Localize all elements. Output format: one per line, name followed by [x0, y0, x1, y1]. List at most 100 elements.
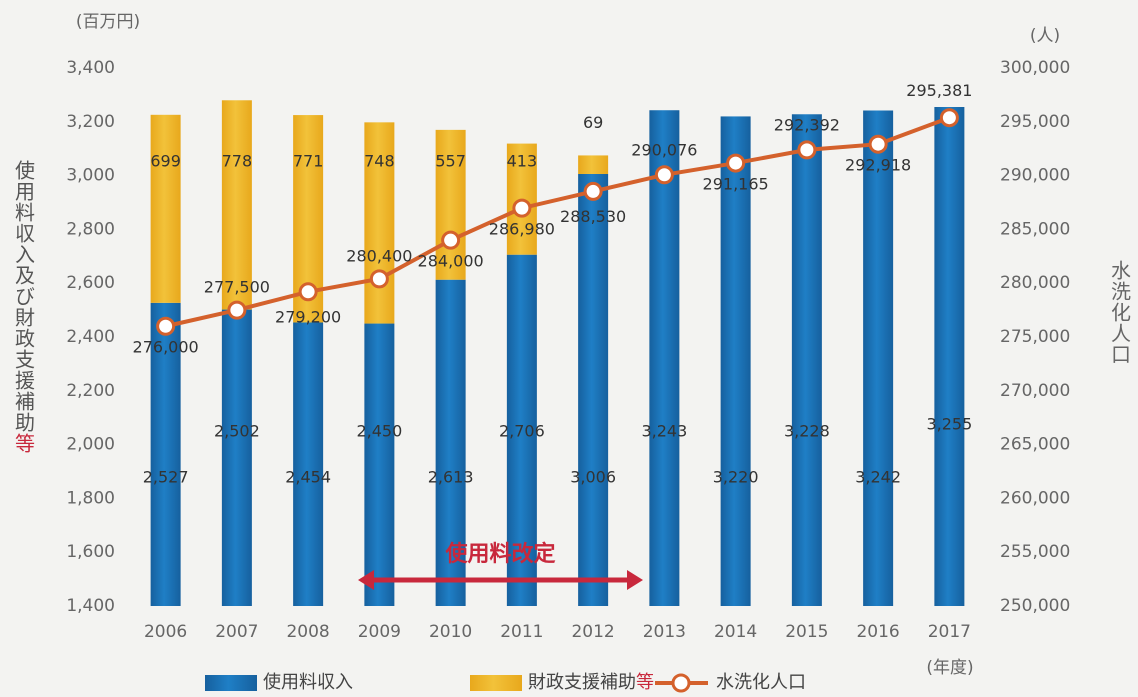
bar-value-label: 778: [222, 152, 253, 171]
line-value-label: 292,392: [774, 115, 840, 134]
x-tick-label: 2015: [785, 622, 828, 642]
bar-value-label: 2,613: [428, 468, 474, 487]
y-unit: (百万円): [76, 12, 140, 32]
bar-value-label: 699: [150, 152, 181, 171]
line-marker: [298, 282, 318, 302]
y-tick-label: 2,800: [66, 219, 115, 239]
bar-value-label: 2,450: [356, 422, 402, 441]
bar-value-label: 3,220: [713, 468, 759, 487]
line-value-label: 290,076: [631, 140, 697, 159]
y-tick-label: 2,000: [66, 435, 115, 455]
line-value-label: 280,400: [346, 246, 412, 265]
y2-tick-label: 275,000: [1000, 327, 1070, 347]
line-marker: [156, 316, 176, 336]
bar: [221, 309, 252, 606]
line-value-label: 284,000: [418, 252, 484, 271]
arrow-head: [358, 570, 374, 590]
y2-tick-label: 265,000: [1000, 435, 1070, 455]
bar-value-label: 69: [583, 113, 603, 132]
x-tick-label: 2006: [144, 622, 187, 642]
y2-unit: (人): [1030, 26, 1060, 46]
y-tick-label: 2,400: [66, 327, 115, 347]
legend-label: 財政支援補助等: [528, 672, 654, 693]
y-tick-label: 3,000: [66, 166, 115, 186]
bar: [934, 107, 965, 606]
legend-marker: [671, 673, 691, 693]
bar-value-label: 2,527: [143, 468, 189, 487]
x-tick-label: 2009: [358, 622, 401, 642]
y2-tick-label: 250,000: [1000, 596, 1070, 616]
bar-value-label: 557: [435, 152, 466, 171]
y-tick-label: 2,600: [66, 273, 115, 293]
bar: [720, 116, 751, 607]
y2-label: 水洗化人口: [1108, 260, 1132, 365]
y-label: 使用料収入及び財政支援補助等: [12, 160, 36, 454]
y-tick-label: 3,200: [66, 112, 115, 132]
y2-tick-label: 285,000: [1000, 219, 1070, 239]
x-tick-label: 2017: [928, 622, 971, 642]
x-tick-label: 2007: [215, 622, 258, 642]
bar: [364, 122, 395, 324]
legend-label: 使用料収入: [263, 672, 353, 693]
line-value-label: 279,200: [275, 307, 341, 326]
bar: [150, 114, 181, 303]
bar: [863, 110, 894, 606]
bar-value-label: 3,255: [926, 415, 972, 434]
bar: [435, 279, 466, 606]
line-marker: [512, 198, 532, 218]
x-tick-label: 2013: [643, 622, 686, 642]
line-value-label: 288,530: [560, 207, 626, 226]
legend-swatch: [470, 675, 522, 691]
bar-value-label: 3,242: [855, 468, 901, 487]
x-tick-label: 2010: [429, 622, 472, 642]
y2-tick-label: 270,000: [1000, 381, 1070, 401]
bar-value-label: 2,454: [285, 468, 331, 487]
y2-tick-label: 255,000: [1000, 542, 1070, 562]
line-value-label: 286,980: [489, 220, 555, 239]
legend-label: 水洗化人口: [716, 672, 806, 693]
bar: [791, 114, 822, 606]
x-label: (年度): [926, 658, 973, 678]
line-value-label: 276,000: [133, 338, 199, 357]
x-tick-label: 2016: [856, 622, 899, 642]
x-tick-label: 2011: [500, 622, 543, 642]
line-value-label: 292,918: [845, 156, 911, 175]
y2-tick-label: 295,000: [1000, 112, 1070, 132]
y-tick-label: 1,800: [66, 488, 115, 508]
y-tick-label: 2,200: [66, 381, 115, 401]
legend-label-text: 財政支援補助: [528, 672, 636, 693]
bar-value-label: 2,706: [499, 422, 545, 441]
bar: [150, 302, 181, 606]
line-marker: [227, 300, 247, 320]
line-marker: [726, 153, 746, 173]
legend-label-note: 等: [636, 672, 654, 693]
line: [165, 115, 951, 329]
y2-tick-label: 300,000: [1000, 58, 1070, 78]
line-value-label: 277,500: [204, 278, 270, 297]
y-tick-label: 1,400: [66, 596, 115, 616]
line-marker: [797, 140, 817, 160]
bar: [649, 110, 680, 606]
line-value-label: 291,165: [703, 175, 769, 194]
bar-value-label: 3,243: [641, 422, 687, 441]
y2-tick-label: 260,000: [1000, 488, 1070, 508]
bar: [435, 129, 466, 280]
line-marker: [583, 181, 603, 201]
y-tick-label: 1,600: [66, 542, 115, 562]
bar-value-label: 3,006: [570, 468, 616, 487]
line-marker: [939, 108, 959, 128]
bar: [578, 173, 609, 606]
y-label-text: 使用料収入及び財政支援補助: [12, 160, 36, 433]
y-label-note: 等: [12, 433, 36, 454]
y2-tick-label: 280,000: [1000, 273, 1070, 293]
bar-value-label: 771: [293, 152, 324, 171]
line-marker: [868, 134, 888, 154]
line-marker: [441, 230, 461, 250]
bar-value-label: 748: [364, 152, 395, 171]
x-tick-label: 2012: [571, 622, 614, 642]
y2-tick-label: 290,000: [1000, 166, 1070, 186]
line-marker: [654, 165, 674, 185]
arrow-head: [627, 570, 643, 590]
bar: [364, 323, 395, 606]
